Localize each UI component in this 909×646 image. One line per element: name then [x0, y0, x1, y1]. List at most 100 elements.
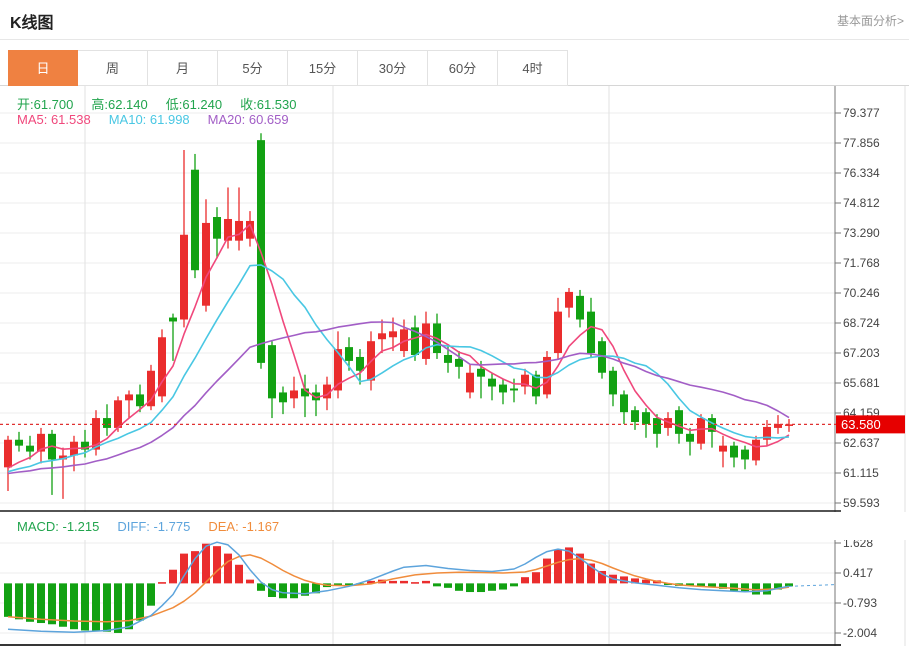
candle[interactable] — [169, 313, 177, 361]
macd-bar — [70, 583, 78, 630]
tab-4时[interactable]: 4时 — [498, 50, 568, 86]
ma-value: MA10: 61.998 — [108, 112, 190, 127]
macd-info-row: MACD: -1.215 DIFF: -1.775 DEA: -1.167 — [17, 519, 279, 534]
candle[interactable] — [466, 364, 474, 399]
candle[interactable] — [565, 287, 573, 318]
candle[interactable] — [26, 435, 34, 460]
candle[interactable] — [301, 374, 309, 418]
candle[interactable] — [334, 331, 342, 399]
candle[interactable] — [378, 319, 386, 354]
candle[interactable] — [686, 427, 694, 456]
tab-15分[interactable]: 15分 — [288, 50, 358, 86]
candle[interactable] — [510, 378, 518, 403]
candle[interactable] — [741, 445, 749, 470]
macd-bar — [477, 583, 485, 593]
candle[interactable] — [554, 297, 562, 359]
macd-bar — [422, 580, 430, 584]
candle[interactable] — [59, 447, 67, 499]
macd-bar — [631, 578, 639, 584]
candle[interactable] — [499, 378, 507, 405]
candle[interactable] — [433, 313, 441, 359]
candle[interactable] — [356, 349, 364, 385]
candle[interactable] — [235, 187, 243, 251]
macd-bar — [455, 583, 463, 591]
candle[interactable] — [576, 289, 584, 328]
tab-30分[interactable]: 30分 — [358, 50, 428, 86]
candle[interactable] — [631, 406, 639, 430]
macd-bar — [191, 551, 199, 584]
dea-line — [7, 554, 790, 623]
candle[interactable] — [147, 364, 155, 411]
candle[interactable] — [521, 368, 529, 395]
candle[interactable] — [774, 415, 782, 434]
candle[interactable] — [125, 390, 133, 419]
macd-bar — [565, 547, 573, 584]
price-axis-label: 61.115 — [843, 466, 879, 480]
macd-bar — [81, 583, 89, 631]
candle[interactable] — [708, 414, 716, 448]
candle[interactable] — [290, 376, 298, 409]
macd-value: DIFF: -1.775 — [117, 519, 191, 534]
candle[interactable] — [488, 372, 496, 401]
candle[interactable] — [609, 366, 617, 407]
macd-bar — [620, 576, 628, 584]
diff-line — [7, 541, 790, 633]
candle[interactable] — [312, 384, 320, 417]
candle[interactable] — [323, 376, 331, 411]
macd-bar — [510, 583, 518, 587]
candle[interactable] — [719, 435, 727, 468]
candle[interactable] — [455, 351, 463, 379]
candle[interactable] — [37, 427, 45, 464]
candle[interactable] — [400, 319, 408, 357]
ma10-line — [7, 264, 790, 473]
candle[interactable] — [697, 414, 705, 450]
candle[interactable] — [620, 390, 628, 424]
price-axis-label: 68.724 — [843, 316, 880, 330]
macd-bar — [180, 553, 188, 584]
tab-日[interactable]: 日 — [8, 50, 78, 86]
candle[interactable] — [158, 329, 166, 403]
macd-bar — [290, 583, 298, 599]
candle[interactable] — [213, 207, 221, 259]
macd-bar — [92, 583, 100, 631]
candle[interactable] — [202, 199, 210, 312]
tab-周[interactable]: 周 — [78, 50, 148, 86]
candle[interactable] — [730, 441, 738, 468]
macd-bar — [488, 583, 496, 591]
candle[interactable] — [103, 404, 111, 436]
macd-bar — [598, 570, 606, 584]
candle[interactable] — [279, 386, 287, 415]
candle[interactable] — [763, 420, 771, 446]
macd-bar — [576, 553, 584, 584]
ohlc-value: 开:61.700 — [17, 97, 74, 112]
macd-chart-canvas[interactable]: 1.628 0.417 -0.793 -2.004 — [0, 540, 909, 646]
candle[interactable] — [785, 419, 793, 432]
candle[interactable] — [114, 396, 122, 432]
candle[interactable] — [345, 337, 353, 371]
candle[interactable] — [191, 153, 199, 279]
candle[interactable] — [642, 408, 650, 438]
candle[interactable] — [15, 431, 23, 452]
candle[interactable] — [752, 435, 760, 466]
macd-bar — [554, 549, 562, 584]
tab-60分[interactable]: 60分 — [428, 50, 498, 86]
candle[interactable] — [653, 414, 661, 448]
candle[interactable] — [136, 384, 144, 413]
candle[interactable] — [422, 311, 430, 365]
candle[interactable] — [268, 341, 276, 419]
candle[interactable] — [598, 337, 606, 379]
tab-5分[interactable]: 5分 — [218, 50, 288, 86]
macd-bar — [433, 583, 441, 587]
tab-月[interactable]: 月 — [148, 50, 218, 86]
candle[interactable] — [246, 211, 254, 247]
macd-bar — [345, 583, 353, 586]
candle[interactable] — [92, 410, 100, 456]
main-chart-canvas[interactable]: 79.377 77.856 76.334 74.812 73.290 71.768 70.2… — [0, 86, 909, 512]
candle[interactable] — [543, 351, 551, 399]
candle[interactable] — [180, 149, 188, 328]
candle[interactable] — [48, 429, 56, 495]
last-price-badge — [836, 415, 905, 434]
fundamental-analysis-link[interactable]: 基本面分析> — [836, 14, 904, 28]
candle[interactable] — [4, 435, 12, 491]
candle[interactable] — [224, 187, 232, 249]
